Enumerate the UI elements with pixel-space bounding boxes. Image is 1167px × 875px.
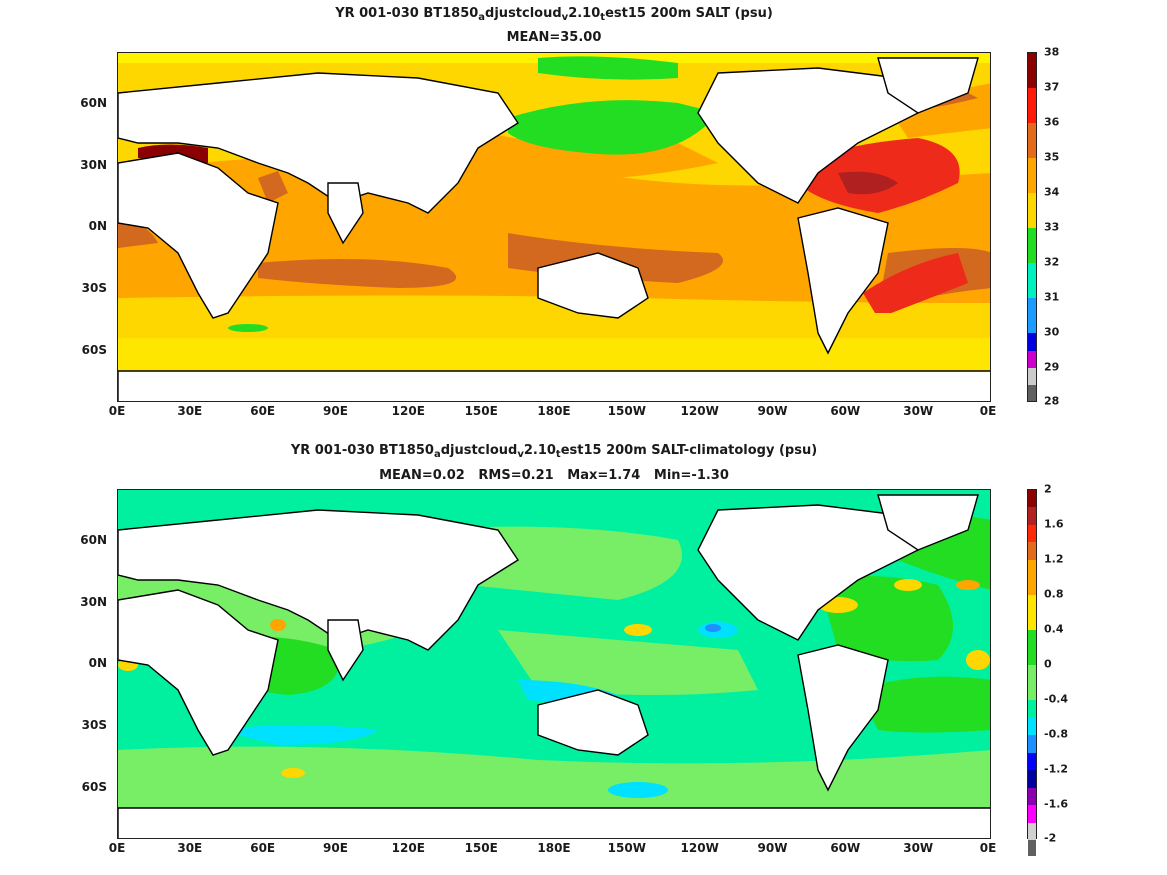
top-colorbar-label: 35 [1044,150,1060,164]
bottom-xlabel: 30E [177,841,203,855]
bottom-xlabel: 0E [979,841,997,855]
bottom-colorbar-label: -2 [1044,831,1057,845]
bottom-colorbar-label: -0.4 [1044,692,1069,706]
bottom-xlabel: 90W [757,841,788,855]
top-ylabel-30n: 30N [80,158,107,172]
top-xlabel: 90W [757,404,788,418]
top-xlabel: 150W [607,404,646,418]
top-xlabel: 0E [108,404,126,418]
top-ylabel-60s: 60S [81,343,107,357]
bottom-ylabel-60s: 60S [81,780,107,794]
bottom-ylabel-30n: 30N [80,595,107,609]
top-xlabel: 180E [537,404,571,418]
bottom-xlabel: 150W [607,841,646,855]
bottom-xlabel: 150E [464,841,498,855]
bottom-xlabel: 60E [250,841,276,855]
bottom-xlabel: 90E [323,841,348,855]
top-xlabel: 120W [680,404,719,418]
top-colorbar-label: 28 [1044,394,1060,408]
bottom-colorbar-label: -1.6 [1044,797,1069,811]
top-colorbar-label: 37 [1044,80,1060,94]
top-title-mean: MEAN=35.00 [506,30,602,45]
bottom-title-line1: YR 001-030 BT1850adjustcloudv2.10test15 … [290,443,818,460]
top-xlabel: 0E [979,404,997,418]
bottom-ylabel-30s: 30S [81,718,107,732]
top-colorbar-label: 33 [1044,220,1060,234]
top-xlabel: 30E [177,404,203,418]
bottom-colorbar [1027,489,1037,856]
top-colorbar-label: 38 [1044,45,1060,59]
top-colorbar [1027,52,1037,402]
bottom-colorbar-label: 0 [1044,657,1052,671]
bottom-colorbar-label: 0.4 [1044,622,1064,636]
top-colorbar-label: 36 [1044,115,1060,129]
top-xlabel: 120E [391,404,425,418]
bottom-anomaly-map [117,489,991,839]
bottom-colorbar-label: -0.8 [1044,727,1069,741]
bottom-colorbar-label: 1.6 [1044,517,1064,531]
top-colorbar-label: 30 [1044,325,1060,339]
bottom-xlabel: 60W [830,841,861,855]
top-colorbar-label: 34 [1044,185,1060,199]
top-ylabel-0n: 0N [88,219,107,233]
bottom-ylabel-0n: 0N [88,656,107,670]
top-ylabel-30s: 30S [81,281,107,295]
top-title-line1: YR 001-030 BT1850adjustcloudv2.10test15 … [335,6,773,23]
bottom-xlabel: 120E [391,841,425,855]
top-salinity-map [117,52,991,402]
bottom-colorbar-label: 2 [1044,482,1052,496]
top-colorbar-label: 29 [1044,360,1060,374]
bottom-panel: YR 001-030 BT1850adjustcloudv2.10test15 … [0,430,1167,875]
bottom-xlabel: 0E [108,841,126,855]
bottom-ylabel-60n: 60N [80,533,107,547]
top-colorbar-label: 32 [1044,255,1060,269]
bottom-title-stats: MEAN=0.02 RMS=0.21 Max=1.74 Min=-1.30 [379,468,729,483]
bottom-colorbar-label: 0.8 [1044,587,1064,601]
bottom-colorbar-label: 1.2 [1044,552,1064,566]
bottom-xlabel: 120W [680,841,719,855]
top-xlabel: 30W [903,404,934,418]
top-xlabel: 60W [830,404,861,418]
top-xlabel: 60E [250,404,276,418]
top-panel: YR 001-030 BT1850adjustcloudv2.10test15 … [0,0,1167,430]
top-ylabel-60n: 60N [80,96,107,110]
bottom-xlabel: 30W [903,841,934,855]
bottom-xlabel: 180E [537,841,571,855]
bottom-colorbar-label: -1.2 [1044,762,1069,776]
top-xlabel: 90E [323,404,348,418]
top-colorbar-label: 31 [1044,290,1060,304]
top-xlabel: 150E [464,404,498,418]
